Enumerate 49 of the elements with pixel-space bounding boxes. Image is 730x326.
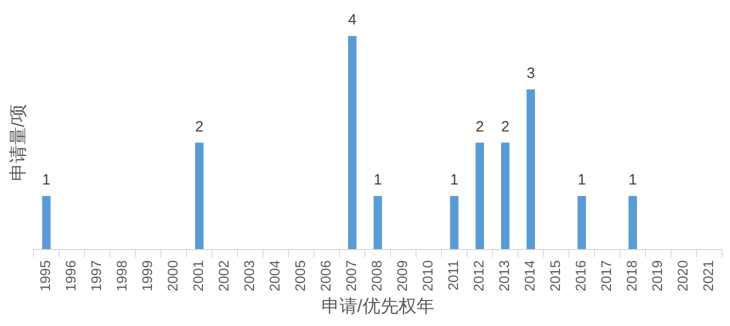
x-tick-label: 2007 bbox=[343, 260, 360, 292]
x-tick-label: 2006 bbox=[318, 260, 334, 292]
x-tick-label: 2008 bbox=[368, 260, 385, 292]
x-tick-label: 2003 bbox=[241, 260, 258, 292]
x-tick-label: 1998 bbox=[114, 260, 130, 292]
y-axis-title: 申请量/项 bbox=[8, 104, 28, 182]
x-tick-label: 2001 bbox=[190, 260, 206, 292]
x-tick-label: 1995 bbox=[37, 260, 54, 292]
x-tick-label: 2009 bbox=[394, 260, 410, 292]
bar bbox=[348, 36, 357, 250]
x-tick-label: 2014 bbox=[522, 260, 538, 292]
bar bbox=[374, 196, 382, 250]
x-tick-label: 2013 bbox=[496, 260, 512, 292]
x-axis-title: 申请/优先权年 bbox=[321, 296, 434, 316]
bar bbox=[578, 196, 586, 250]
x-tick-label: 2012 bbox=[470, 260, 487, 292]
x-tick-label: 2016 bbox=[572, 260, 589, 292]
x-tick-label: 2017 bbox=[598, 260, 614, 292]
data-label: 1 bbox=[374, 172, 382, 189]
bar bbox=[42, 196, 51, 250]
bar bbox=[450, 196, 458, 250]
x-tick-label: 1999 bbox=[139, 260, 156, 292]
data-label: 2 bbox=[195, 118, 204, 136]
x-tick-label: 1997 bbox=[88, 260, 104, 292]
x-tick-label: 2005 bbox=[292, 260, 308, 292]
x-tick-label: 2002 bbox=[216, 260, 232, 292]
x-tick-label: 2021 bbox=[700, 260, 716, 292]
x-tick-label: 2015 bbox=[547, 260, 564, 292]
x-tick-label: 2010 bbox=[420, 260, 436, 292]
x-tick-label: 2000 bbox=[164, 260, 181, 292]
data-label: 1 bbox=[42, 172, 51, 189]
data-label: 1 bbox=[450, 172, 458, 189]
bar bbox=[628, 196, 637, 250]
x-tick-label: 2020 bbox=[674, 260, 691, 292]
x-tick-label: 2018 bbox=[624, 260, 640, 292]
bar bbox=[501, 142, 510, 250]
bar bbox=[476, 142, 484, 250]
x-tick-label: 2019 bbox=[649, 260, 666, 292]
x-tick-label: 2004 bbox=[266, 260, 283, 292]
data-label: 4 bbox=[348, 12, 356, 29]
x-tick-label: 2011 bbox=[445, 260, 462, 290]
data-label: 1 bbox=[628, 172, 637, 189]
data-label: 2 bbox=[476, 118, 484, 136]
x-tick-label: 1996 bbox=[62, 260, 79, 292]
data-label: 3 bbox=[526, 64, 535, 82]
bar bbox=[526, 89, 535, 250]
bar bbox=[195, 142, 204, 250]
data-label: 1 bbox=[578, 172, 586, 189]
data-label: 2 bbox=[501, 118, 510, 136]
